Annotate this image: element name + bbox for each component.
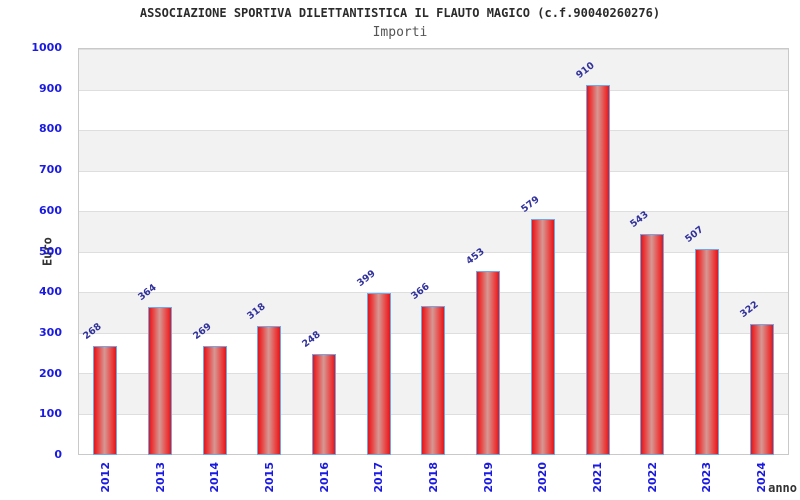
chart-subtitle: Importi [372,25,428,40]
bar-value-label: 579 [519,194,542,216]
bar-slot-2017: 399 2017 [351,48,406,493]
x-tick-label: 2017 [372,462,386,493]
bar-value-label: 399 [355,267,378,289]
x-tick-label: 2019 [481,462,495,493]
bar-2024 [749,323,774,455]
y-tick-label: 1000 [31,41,62,54]
bar-series: 268 2012 364 2013 269 2014 318 2015 248 2016 399 20… [78,48,789,493]
x-tick: 2014 [187,462,242,493]
bar-value-label: 248 [300,329,323,351]
grid-band [79,211,788,252]
bar-slot-2012: 268 2012 [78,48,133,493]
bar-2021 [585,84,610,455]
bar-2017 [366,292,391,455]
bar-value-label: 453 [464,245,487,267]
bar-value-label: 322 [737,299,761,320]
bar-value-label: 910 [573,59,597,81]
bar-2012 [93,345,118,455]
bar-value-label: 269 [190,320,214,342]
bar-value-label: 366 [409,281,433,303]
bar-2015 [257,325,282,455]
bar-slot-2013: 364 2013 [133,48,188,493]
bar-slot-2019: 453 2019 [461,48,516,493]
bar-slot-2020: 579 2020 [516,48,571,493]
bar-slot-2016: 248 2016 [297,48,352,493]
x-tick-label: 2018 [426,462,440,493]
x-tick-label: 2023 [700,462,714,493]
y-tick-label: 700 [39,163,62,177]
bar-slot-2022: 543 2022 [625,48,680,493]
y-tick-label: 0 [54,448,62,461]
grid-band [79,251,788,292]
bar-2023 [694,248,719,455]
y-tick-label: 600 [39,203,62,217]
bar-2020 [530,219,555,455]
x-tick: 2016 [297,462,352,493]
x-tick: 2012 [78,462,133,493]
bar-2016 [312,354,337,455]
x-tick-label: 2013 [153,462,167,493]
x-tick: 2013 [133,462,188,493]
x-tick: 2019 [461,462,516,493]
grid-band [79,89,788,130]
grid-band [79,49,788,90]
y-axis-ticks: 0 100 200 300 400 500 600 700 800 900 1000 [0,41,70,461]
bar-slot-2018: 366 2018 [406,48,461,493]
grid-band [79,130,788,171]
x-tick-label: 2016 [317,462,331,493]
bar-slot-2024: 322 2024 [734,48,789,493]
y-tick-label: 800 [39,122,62,136]
x-tick: 2015 [242,462,297,493]
x-tick-label: 2015 [262,462,276,493]
x-tick: 2017 [351,462,406,493]
x-tick-label: 2020 [536,462,550,493]
bar-slot-2023: 507 2023 [680,48,735,493]
x-tick-label: 2024 [755,462,769,493]
x-axis-title: anno [768,481,797,495]
bar-2014 [202,345,227,455]
y-tick-label: 200 [39,366,62,380]
y-tick-label: 400 [39,285,62,299]
bar-value-label: 364 [136,281,159,303]
bar-2013 [148,306,173,455]
bar-value-label: 268 [81,321,104,342]
x-tick-label: 2014 [208,462,222,493]
bar-slot-2014: 269 2014 [187,48,242,493]
x-tick-label: 2022 [645,462,659,493]
chart-title: ASSOCIAZIONE SPORTIVA DILETTANTISTICA IL… [139,6,661,20]
bar-2022 [640,234,665,455]
x-tick-label: 2012 [98,462,112,493]
bar-slot-2021: 910 2021 [570,48,625,493]
x-tick: 2021 [570,462,625,493]
y-tick-label: 100 [39,407,62,421]
x-tick: 2023 [680,462,735,493]
x-tick: 2018 [406,462,461,493]
y-tick-label: 500 [39,244,62,258]
x-tick-label: 2021 [591,462,605,493]
y-tick-label: 900 [39,81,62,95]
bar-value-label: 543 [628,209,651,230]
bar-slot-2015: 318 2015 [242,48,297,493]
grid-band [79,170,788,211]
x-tick: 2022 [625,462,680,493]
bar-2019 [476,270,501,455]
y-tick-label: 300 [39,325,62,339]
bar-value-label: 318 [245,300,269,322]
x-tick: 2020 [516,462,571,493]
bar-value-label: 507 [683,223,706,245]
bar-2018 [421,306,446,455]
